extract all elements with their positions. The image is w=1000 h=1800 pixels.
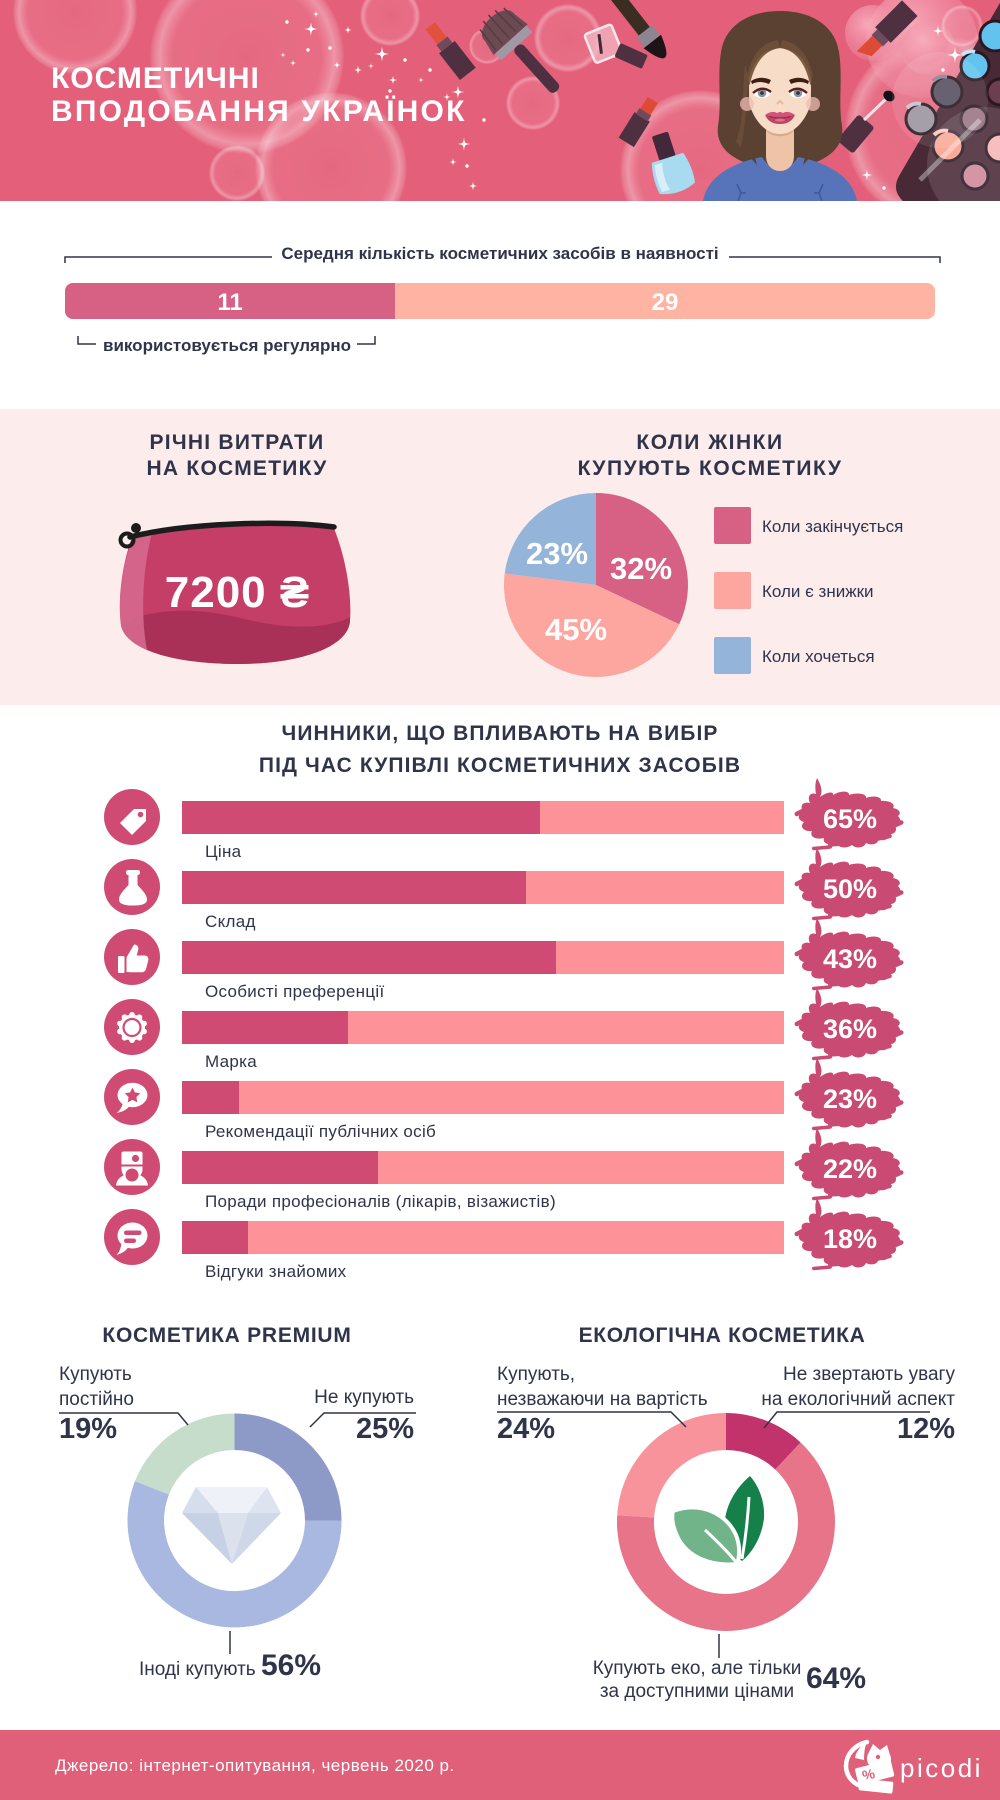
svg-text:45%: 45% bbox=[545, 612, 607, 647]
svg-text:23%: 23% bbox=[823, 1084, 877, 1114]
svg-text:Коли закінчується: Коли закінчується bbox=[762, 517, 903, 536]
svg-text:23%: 23% bbox=[526, 536, 588, 571]
svg-text:Коли є знижки: Коли є знижки bbox=[762, 582, 874, 601]
svg-text:Коли хочеться: Коли хочеться bbox=[762, 647, 875, 666]
svg-text:18%: 18% bbox=[823, 1224, 877, 1254]
svg-text:65%: 65% bbox=[823, 804, 877, 834]
svg-text:36%: 36% bbox=[823, 1014, 877, 1044]
svg-text:50%: 50% bbox=[823, 874, 877, 904]
svg-text:43%: 43% bbox=[823, 944, 877, 974]
svg-text:32%: 32% bbox=[610, 551, 672, 586]
svg-text:22%: 22% bbox=[823, 1154, 877, 1184]
